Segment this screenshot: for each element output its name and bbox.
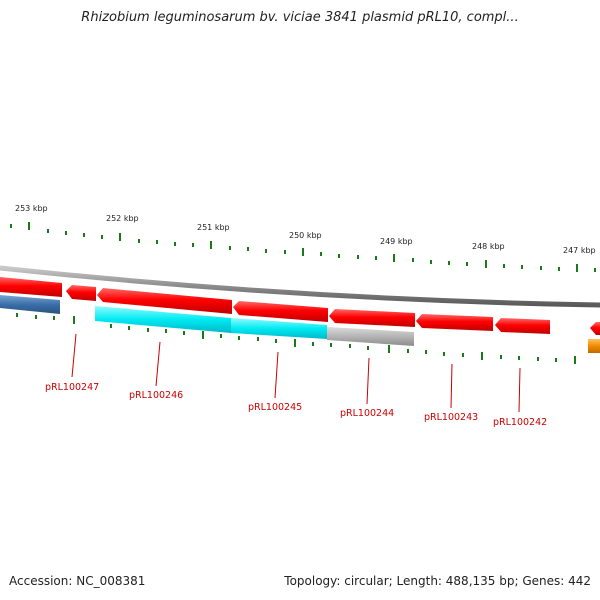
outer-tick-marks [10,222,596,272]
red-cds-features[interactable] [0,277,600,335]
genome-stats-label: Topology: circular; Length: 488,135 bp; … [284,574,591,588]
orange-feature[interactable] [588,339,600,353]
cds-arrow[interactable] [233,301,328,322]
cyan-feature[interactable] [231,318,327,339]
gene-label[interactable]: pRL100242 [493,417,547,428]
inner-tick-marks [16,313,576,364]
gene-leader-lines [71,333,521,413]
cds-arrow[interactable] [590,322,600,335]
gene-label[interactable]: pRL100243 [424,412,478,423]
gene-label[interactable]: pRL100246 [129,390,183,401]
scale-label: 252 kbp [106,214,139,223]
gene-label[interactable]: pRL100247 [45,382,99,393]
plasmid-backbone [0,265,600,308]
grey-feature[interactable] [327,327,414,346]
gene-label[interactable]: pRL100245 [248,402,302,413]
scale-label: 247 kbp [563,246,596,255]
blue-feature[interactable] [0,295,60,314]
scale-label: 248 kbp [472,242,505,251]
scale-label: 251 kbp [197,223,230,232]
scale-label: 253 kbp [15,204,48,213]
cds-arrow[interactable] [0,277,62,297]
cds-arrow[interactable] [495,318,550,334]
cyan-feature[interactable] [95,306,231,333]
cds-arrow[interactable] [416,314,493,331]
accession-label: Accession: NC_008381 [9,574,146,588]
gene-label[interactable]: pRL100244 [340,408,394,419]
scale-label: 250 kbp [289,231,322,240]
cds-arrow[interactable] [97,288,232,314]
cds-arrow[interactable] [66,285,96,301]
map-title: Rhizobium leguminosarum bv. viciae 3841 … [81,10,519,25]
scale-label: 249 kbp [380,237,413,246]
cds-arrow[interactable] [329,309,415,327]
